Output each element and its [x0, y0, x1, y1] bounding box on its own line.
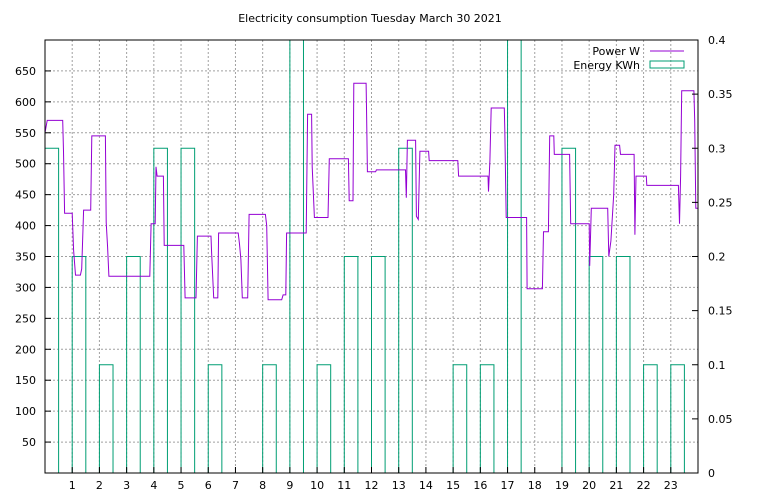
- energy-bar: [126, 256, 141, 473]
- energy-bar: [670, 364, 685, 473]
- x-tick-label: 22: [637, 479, 651, 492]
- y-right-tick-label: 0.2: [708, 251, 726, 264]
- y-left-tick-label: 200: [15, 343, 36, 356]
- y-left-tick-label: 50: [22, 436, 36, 449]
- energy-bar: [153, 147, 168, 473]
- y-left-tick-label: 300: [15, 281, 36, 294]
- x-tick-label: 12: [365, 479, 379, 492]
- x-tick-label: 8: [259, 479, 266, 492]
- y-left-tick-label: 650: [15, 65, 36, 78]
- y-right-tick-label: 0: [708, 467, 715, 480]
- y-right-tick-label: 0.15: [708, 305, 733, 318]
- x-tick-label: 23: [664, 479, 678, 492]
- y-left-tick-label: 550: [15, 127, 36, 140]
- y-right-tick-label: 0.1: [708, 359, 726, 372]
- legend-energy-box: [649, 60, 685, 69]
- x-tick-label: 15: [446, 479, 460, 492]
- x-tick-label: 14: [419, 479, 433, 492]
- y-left-tick-label: 450: [15, 189, 36, 202]
- x-tick-label: 17: [501, 479, 515, 492]
- x-tick-label: 21: [609, 479, 623, 492]
- energy-bar: [343, 256, 359, 473]
- energy-bar: [615, 256, 631, 473]
- energy-bar: [44, 147, 60, 473]
- y-left-tick-label: 500: [15, 158, 36, 171]
- energy-bar: [398, 147, 413, 473]
- x-tick-label: 13: [392, 479, 406, 492]
- energy-bar: [452, 364, 468, 473]
- y-right-tick-label: 0.3: [708, 142, 726, 155]
- y-left-tick-label: 350: [15, 251, 36, 264]
- energy-bar: [371, 256, 386, 473]
- power-series: [44, 82, 698, 301]
- x-tick-label: 18: [528, 479, 542, 492]
- energy-bar: [316, 364, 332, 473]
- legend-power-label: Power W: [592, 45, 640, 58]
- energy-bar: [180, 147, 196, 473]
- x-tick-label: 9: [286, 479, 293, 492]
- x-tick-label: 5: [178, 479, 185, 492]
- y-left-tick-label: 250: [15, 312, 36, 325]
- y-left-tick-label: 400: [15, 220, 36, 233]
- energy-bar: [588, 256, 604, 473]
- energy-bar: [479, 364, 495, 473]
- energy-bar: [262, 364, 277, 473]
- y-right-tick-label: 0.35: [708, 88, 733, 101]
- x-tick-label: 1: [69, 479, 76, 492]
- x-tick-label: 20: [582, 479, 596, 492]
- energy-bar: [98, 364, 114, 473]
- legend-energy-label: Energy KWh: [573, 59, 640, 72]
- y-left-tick-label: 150: [15, 374, 36, 387]
- x-tick-label: 7: [232, 479, 239, 492]
- y-right-tick-label: 0.05: [708, 413, 733, 426]
- x-tick-label: 3: [123, 479, 130, 492]
- x-tick-label: 2: [96, 479, 103, 492]
- energy-bar: [561, 147, 577, 473]
- y-right-tick-label: 0.4: [708, 34, 726, 47]
- energy-bar: [207, 364, 223, 473]
- x-tick-label: 4: [150, 479, 157, 492]
- power-line: [44, 82, 698, 301]
- x-tick-label: 6: [205, 479, 212, 492]
- axis-ticks: 1 2 3 4 5 6 7 8 9 10 11 12 13 14 15 16 17 18 19 20 21 22 23501…: [15, 34, 733, 492]
- energy-bar: [643, 364, 658, 473]
- x-tick-label: 11: [337, 479, 351, 492]
- x-tick-label: 10: [310, 479, 324, 492]
- y-left-tick-label: 600: [15, 96, 36, 109]
- chart-title: Electricity consumption Tuesday March 30…: [238, 12, 502, 25]
- energy-series: [44, 39, 685, 473]
- legend: Power W Energy KWh: [573, 45, 685, 72]
- x-tick-label: 16: [473, 479, 487, 492]
- energy-bar: [71, 256, 87, 473]
- y-right-tick-label: 0.25: [708, 196, 733, 209]
- y-left-tick-label: 100: [15, 405, 36, 418]
- x-tick-label: 19: [555, 479, 569, 492]
